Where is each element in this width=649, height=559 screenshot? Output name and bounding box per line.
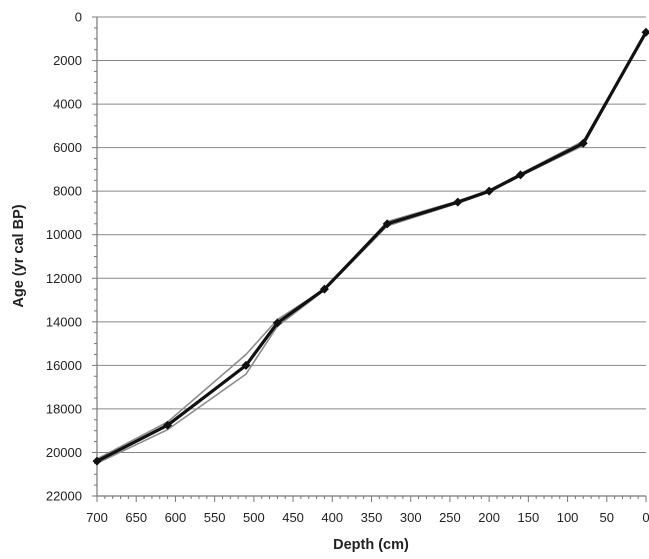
gridlines bbox=[97, 17, 646, 496]
x-tick-label: 450 bbox=[282, 510, 304, 525]
x-tick-label: 300 bbox=[400, 510, 422, 525]
x-tick-label: 250 bbox=[439, 510, 461, 525]
series-line-upper-bound bbox=[97, 32, 646, 459]
data-point-marker bbox=[453, 198, 462, 207]
y-tick-label: 0 bbox=[75, 10, 82, 25]
axes bbox=[92, 17, 646, 502]
y-tick-label: 18000 bbox=[46, 401, 82, 416]
y-tick-label: 14000 bbox=[46, 314, 82, 329]
x-tick-label: 150 bbox=[518, 510, 540, 525]
series-line-lower-bound bbox=[97, 32, 646, 463]
y-tick-label: 16000 bbox=[46, 358, 82, 373]
x-tick-label: 550 bbox=[204, 510, 226, 525]
x-tick-label: 100 bbox=[557, 510, 579, 525]
y-axis-title: Age (yr cal BP) bbox=[11, 204, 27, 307]
x-tick-label: 650 bbox=[125, 510, 147, 525]
x-tick-label: 500 bbox=[243, 510, 265, 525]
x-tick-label: 200 bbox=[478, 510, 500, 525]
plot-area bbox=[93, 28, 649, 466]
series-line-median bbox=[97, 32, 646, 461]
y-tick-label: 10000 bbox=[46, 227, 82, 242]
y-tick-label: 2000 bbox=[53, 53, 82, 68]
x-tick-label: 600 bbox=[165, 510, 187, 525]
x-axis-title: Depth (cm) bbox=[333, 537, 409, 553]
y-tick-label: 8000 bbox=[53, 184, 82, 199]
x-tick-label: 350 bbox=[361, 510, 383, 525]
y-tick-label: 4000 bbox=[53, 97, 82, 112]
x-tick-label: 700 bbox=[86, 510, 108, 525]
y-tick-label: 22000 bbox=[46, 489, 82, 504]
x-tick-label: 0 bbox=[642, 510, 649, 525]
y-tick-label: 6000 bbox=[53, 140, 82, 155]
y-tick-label: 20000 bbox=[46, 445, 82, 460]
x-tick-label: 50 bbox=[600, 510, 614, 525]
y-tick-label: 12000 bbox=[46, 271, 82, 286]
x-tick-label: 400 bbox=[321, 510, 343, 525]
